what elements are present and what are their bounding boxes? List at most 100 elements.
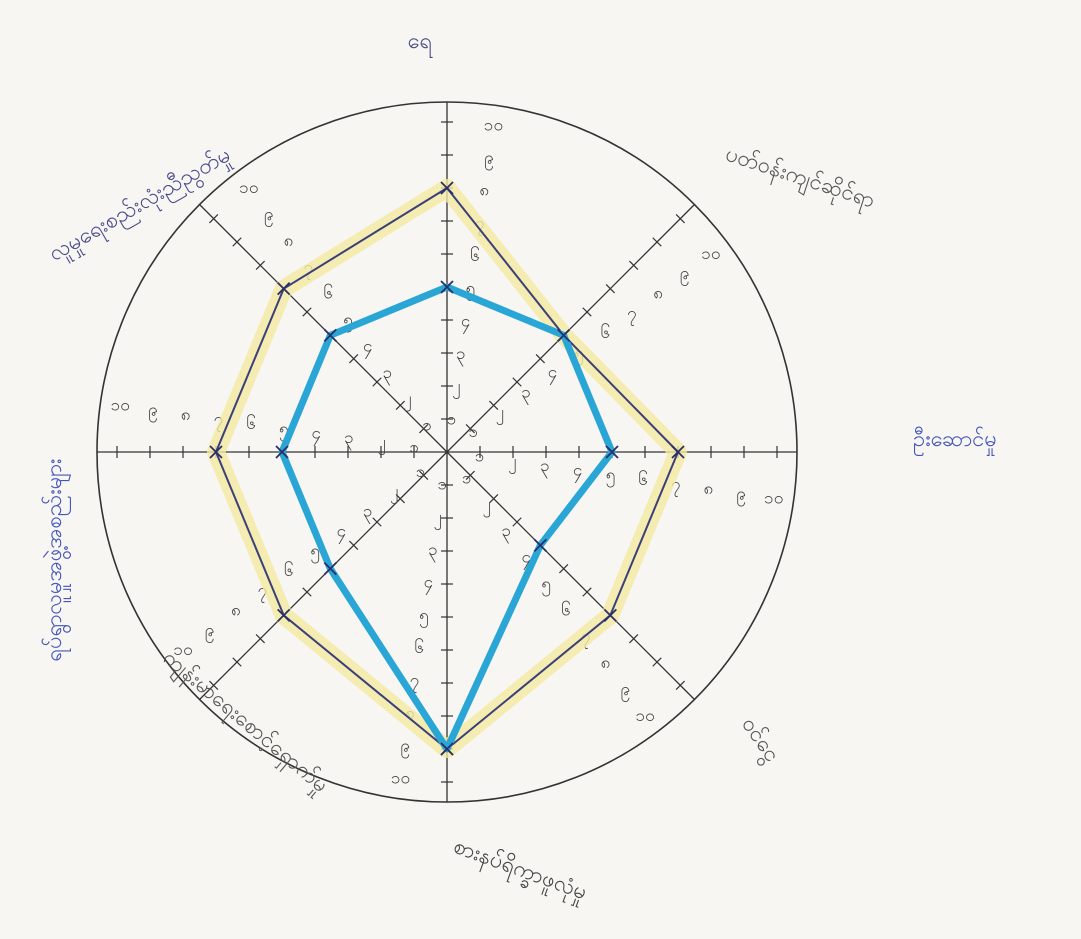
tick-label: ၆	[561, 599, 571, 620]
tick-mark	[208, 680, 219, 691]
tick-label: ၃	[363, 501, 373, 524]
series-point	[557, 328, 571, 342]
series-point	[323, 328, 337, 342]
tick-label: ၄	[312, 423, 322, 446]
tick-label: ၈	[479, 181, 489, 201]
axis-label: ကျန်းမာရေးစောင့်ရှောက်မှု	[155, 645, 334, 802]
tick-mark	[418, 470, 429, 481]
tick-label: ၁၀	[391, 769, 410, 789]
tick-label: ၄	[573, 461, 583, 484]
tick-mark	[465, 470, 476, 481]
tick-label: ၄	[363, 336, 373, 359]
tick-label: ၁	[416, 462, 426, 482]
tick-label: ၃	[344, 428, 354, 451]
tick-label: ၉	[736, 484, 746, 507]
tick-label: ၁	[410, 437, 420, 457]
tick-mark	[489, 400, 499, 410]
tick-label: ၁	[462, 468, 472, 488]
tick-label: ၆	[601, 322, 611, 343]
tick-label: ၄	[521, 548, 531, 571]
tick-label: ၁၀	[484, 115, 503, 135]
tick-mark	[652, 237, 662, 247]
tick-label: ၃	[383, 363, 393, 386]
tick-mark	[255, 634, 265, 644]
tick-label: ၁၀	[764, 488, 783, 508]
series-point	[603, 608, 617, 622]
series-point	[605, 445, 619, 459]
tick-label: ၄	[461, 311, 471, 334]
tick-label: ၅	[606, 465, 616, 488]
tick-label: ၃	[521, 383, 531, 406]
tick-label: ၇	[214, 409, 224, 432]
tick-label: ၄	[337, 521, 347, 544]
tick-label: ၂	[390, 482, 398, 505]
tick-label: ၁၀	[174, 640, 193, 660]
tick-mark	[348, 353, 359, 364]
tick-label: ၂	[403, 389, 411, 412]
tick-label: ၁၀	[111, 396, 130, 416]
tick-label: ၇	[627, 303, 637, 326]
tick-label: ၉	[205, 620, 215, 643]
tick-mark	[629, 260, 639, 270]
tick-label: ၉	[148, 400, 158, 423]
tick-label: ၅	[343, 310, 353, 333]
tick-mark	[372, 377, 382, 387]
series-point	[671, 445, 685, 459]
axis-label: ရပ်ရွာလူမှုအဖွဲ့အစည်းများ	[41, 459, 72, 662]
axis-line	[446, 451, 695, 700]
tick-label: ၁	[438, 475, 448, 495]
tick-label: ၉	[621, 680, 631, 703]
tick-label: ၈	[284, 231, 294, 251]
tick-mark	[535, 353, 546, 364]
tick-label: ၂	[508, 451, 516, 474]
tick-mark	[582, 587, 592, 597]
series-point	[440, 280, 454, 294]
tick-label: ၁	[422, 416, 432, 436]
axis-label: ပတ်ဝန်းကျင်ဆိုင်ရာ	[721, 141, 878, 218]
tick-label: ၁	[475, 447, 485, 467]
series-point	[275, 445, 289, 459]
tick-mark	[489, 494, 499, 504]
tick-label: ၂	[434, 507, 442, 530]
tick-label: ၅	[419, 605, 429, 628]
tick-label: ၆	[638, 469, 648, 490]
tick-label: ၇	[671, 475, 681, 498]
tick-label: ၄	[424, 573, 434, 596]
tick-label: ၆	[284, 560, 294, 581]
tick-mark	[675, 680, 686, 691]
axis-label: လူမှုရေးစည်းလုံးညီညွတ်မှု	[44, 142, 237, 272]
series-point	[277, 282, 291, 296]
tick-label: ၅	[310, 541, 320, 564]
tick-mark	[255, 260, 265, 270]
tick-label: ၄	[548, 363, 558, 386]
tick-mark	[395, 400, 405, 410]
series-point	[209, 445, 223, 459]
tick-mark	[675, 213, 686, 224]
tick-label: ၉	[264, 204, 274, 227]
tick-mark	[512, 517, 522, 527]
series-point	[440, 181, 454, 195]
tick-mark	[302, 587, 312, 597]
tick-label: ၅	[465, 279, 475, 302]
series-point	[533, 538, 547, 552]
axis-label: ဝင်ငွေ	[732, 712, 785, 770]
tick-label: ၉	[484, 148, 494, 171]
tick-mark	[232, 237, 242, 247]
tick-label: ၃	[428, 540, 438, 563]
tick-label: ၇	[410, 671, 420, 694]
tick-mark	[605, 283, 616, 294]
tick-label: ၉	[680, 264, 690, 287]
tick-label: ၈	[653, 283, 663, 303]
series-point	[277, 608, 291, 622]
tick-label: ၆	[246, 413, 256, 434]
tick-label: ၂	[452, 377, 460, 400]
tick-label: ၈	[704, 479, 714, 499]
axis-line	[199, 204, 448, 453]
tick-mark	[629, 634, 639, 644]
tick-label: ၂	[496, 402, 504, 425]
tick-label: ၁	[469, 422, 479, 442]
tick-label: ၃	[540, 456, 550, 479]
tick-label: ၂	[377, 433, 385, 456]
